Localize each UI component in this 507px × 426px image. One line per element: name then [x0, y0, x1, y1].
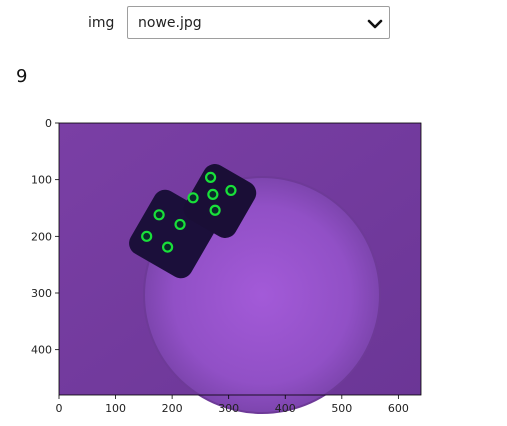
x-tick-label: 600 [388, 402, 409, 415]
dot-count-output: 9 [16, 66, 28, 87]
pip-marker [162, 241, 174, 253]
img-select-value: nowe.jpg [138, 15, 202, 31]
pip-marker [209, 204, 221, 216]
img-select[interactable]: nowe.jpg [127, 6, 390, 39]
img-label: img [88, 15, 115, 31]
detected-dots [141, 171, 237, 253]
x-tick-label: 0 [56, 402, 63, 415]
pip-marker [141, 230, 153, 242]
dice-photo [59, 123, 421, 414]
y-tick-label: 100 [31, 174, 52, 187]
pip-marker [225, 184, 237, 197]
y-tick-label: 0 [45, 117, 52, 130]
die-right [183, 164, 257, 238]
pip-marker [187, 192, 199, 204]
plot-frame [58, 122, 422, 396]
y-tick-label: 200 [31, 230, 52, 243]
image-plot: 0 100 200 300 400 500 600 0 100 200 300 400 [31, 117, 422, 415]
y-tick-label: 300 [31, 287, 52, 300]
x-tick-label: 100 [105, 402, 126, 415]
y-axis: 0 100 200 300 400 [31, 117, 59, 357]
pip-marker [153, 209, 165, 221]
x-axis: 0 100 200 300 400 500 600 [56, 395, 409, 415]
chevron-down-icon [367, 19, 383, 29]
x-tick-label: 400 [275, 402, 296, 415]
x-tick-label: 200 [162, 402, 183, 415]
pip-marker [204, 171, 217, 184]
x-tick-label: 500 [331, 402, 352, 415]
y-tick-label: 400 [31, 344, 52, 357]
pip-marker [207, 188, 219, 201]
pip-marker [174, 218, 186, 231]
x-tick-label: 300 [218, 402, 239, 415]
